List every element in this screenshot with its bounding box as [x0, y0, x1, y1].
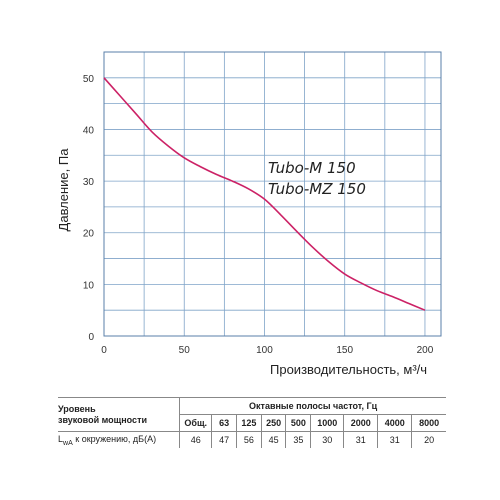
band-header-cell: 125	[235, 414, 262, 432]
pressure-flow-chart: 0 50 100 150 200 0 10 20 30 40 50 Давление, Па Пр…	[56, 51, 442, 377]
octave-bands-header: Октавные полосы частот, Гц	[179, 397, 446, 415]
band-header-cell: 250	[260, 414, 286, 432]
x-tick-label: 150	[336, 345, 353, 356]
value-cell: 31	[377, 431, 412, 448]
lwa-symbol: L	[58, 433, 64, 444]
band-header-cell: 1000	[310, 414, 344, 432]
value-row: LwA к окружению, дБ(А) 46 47 56 45 35 30 31 31 2…	[58, 431, 446, 448]
value-cell: 35	[285, 431, 311, 448]
y-tick-label: 20	[83, 229, 95, 240]
lwa-description: к окружению, дБ(А)	[72, 433, 157, 444]
band-header-cell: Общ.	[179, 414, 212, 432]
sound-power-table: Уровень звуковой мощности Октавные полос…	[58, 397, 446, 448]
band-header-cell: 500	[285, 414, 311, 432]
value-cell: 45	[260, 431, 286, 448]
y-tick-label: 10	[83, 280, 95, 291]
annotation-model-2: Tubo-MZ 150	[268, 180, 366, 198]
y-tick-label: 40	[83, 125, 95, 136]
value-cell: 46	[179, 431, 212, 448]
x-tick-labels: 0 50 100 150 200	[101, 345, 434, 356]
band-header-row: Общ. 63 125 250 500 1000 2000 4000 8000	[58, 414, 446, 432]
y-tick-label: 50	[83, 74, 95, 85]
x-tick-label: 100	[256, 345, 273, 356]
x-axis-label: Производительность, м³/ч	[270, 362, 427, 377]
x-tick-label: 0	[101, 345, 107, 356]
band-header-cell: 2000	[343, 414, 378, 432]
lwa-label: LwA к окружению, дБ(А)	[58, 431, 180, 448]
sound-power-label-line1: Уровень	[58, 403, 96, 414]
sound-power-label: Уровень звуковой мощности	[58, 397, 180, 432]
value-cell: 30	[310, 431, 344, 448]
x-tick-label: 200	[417, 345, 434, 356]
band-header-cell: 4000	[377, 414, 412, 432]
annotation-model-1: Tubo-M 150	[268, 159, 356, 177]
y-axis-label: Давление, Па	[56, 148, 71, 232]
band-header-cell: 63	[211, 414, 237, 432]
plot-frame	[103, 51, 442, 337]
y-tick-labels: 0 10 20 30 40 50	[83, 74, 95, 343]
y-tick-label: 30	[83, 177, 95, 188]
value-cell: 56	[235, 431, 262, 448]
band-header-cell: 8000	[411, 414, 446, 432]
series-line	[103, 77, 426, 311]
x-tick-label: 50	[179, 345, 191, 356]
value-cell: 31	[343, 431, 378, 448]
value-cell: 20	[411, 431, 446, 448]
y-tick-label: 0	[88, 332, 94, 343]
value-cell: 47	[211, 431, 237, 448]
sound-power-label-line2: звуковой мощности	[58, 414, 148, 425]
lwa-subscript: wA	[63, 439, 73, 447]
